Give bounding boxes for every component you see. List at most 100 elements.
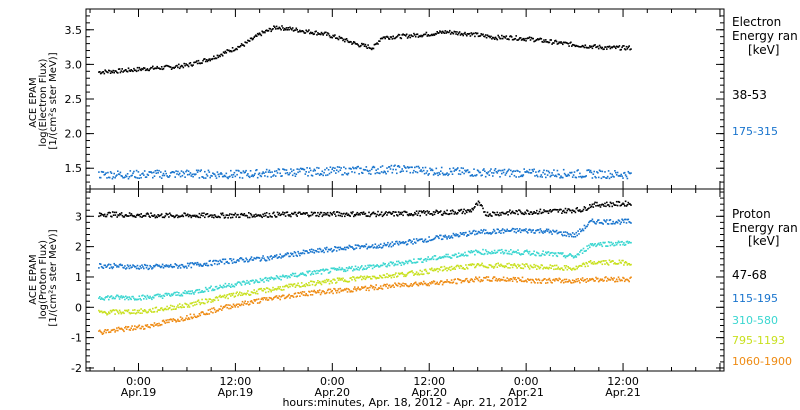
data-point [510, 35, 512, 37]
data-point [537, 38, 540, 41]
data-point [152, 297, 155, 299]
data-point [442, 212, 445, 215]
data-point [345, 267, 348, 269]
data-point [127, 215, 129, 217]
data-point [626, 177, 629, 180]
data-point [388, 166, 391, 168]
data-point [384, 263, 386, 265]
data-point [419, 238, 421, 241]
data-point [455, 169, 457, 171]
data-point [325, 281, 327, 284]
data-point [296, 284, 298, 287]
data-point [450, 279, 453, 281]
data-point [223, 52, 226, 54]
data-point [492, 228, 495, 231]
data-point [361, 245, 363, 247]
data-point [569, 209, 571, 212]
data-point [154, 264, 157, 267]
data-point [543, 230, 545, 232]
data-point [105, 296, 107, 298]
data-point [233, 304, 236, 307]
data-point [252, 302, 255, 304]
data-point [521, 175, 524, 178]
data-point [353, 288, 355, 290]
data-point [154, 216, 157, 219]
data-point [356, 166, 359, 168]
data-point [578, 233, 580, 235]
data-point [499, 212, 501, 214]
data-point [111, 267, 114, 270]
data-point [246, 41, 248, 44]
data-point [429, 239, 431, 242]
data-point [375, 169, 377, 171]
data-point [344, 213, 347, 215]
data-point [491, 232, 493, 234]
data-point [323, 171, 325, 174]
data-point [509, 209, 511, 211]
data-point [156, 264, 158, 266]
data-point [343, 166, 345, 168]
data-point [362, 277, 365, 280]
data-point [292, 255, 295, 257]
data-point [145, 266, 148, 269]
data-point [320, 291, 323, 294]
data-point [198, 62, 201, 64]
data-point [328, 282, 331, 285]
data-point [394, 243, 396, 245]
data-point [457, 264, 459, 267]
data-point [503, 266, 506, 269]
data-point [434, 269, 437, 272]
data-point [145, 325, 148, 327]
data-point [527, 171, 529, 173]
data-point [319, 33, 322, 36]
data-point [431, 168, 433, 171]
data-point [519, 175, 522, 178]
data-point [519, 37, 522, 39]
data-point [562, 268, 564, 271]
data-point [252, 292, 255, 294]
data-point [108, 298, 110, 301]
data-point [571, 267, 574, 270]
data-point [125, 328, 128, 330]
data-point [545, 41, 548, 43]
data-point [523, 280, 525, 283]
data-point [266, 277, 269, 280]
data-point [227, 177, 229, 180]
data-point [98, 215, 100, 218]
data-point [344, 215, 346, 218]
data-point [258, 257, 261, 259]
data-point [392, 211, 394, 213]
data-point [256, 35, 258, 37]
data-point [275, 25, 278, 28]
data-point [528, 268, 531, 270]
data-point [207, 300, 210, 303]
data-point [259, 214, 262, 216]
data-point [177, 294, 179, 296]
data-point [143, 298, 145, 300]
data-point [252, 279, 255, 282]
data-point [143, 214, 146, 217]
data-point [571, 232, 574, 234]
data-point [553, 42, 555, 44]
data-point [564, 41, 567, 44]
data-point [119, 213, 121, 215]
data-point [153, 214, 156, 216]
data-point [419, 269, 421, 272]
data-point [290, 273, 292, 276]
data-point [440, 256, 443, 259]
data-point [298, 292, 300, 294]
data-point [589, 45, 591, 47]
data-point [519, 279, 521, 282]
data-point [199, 291, 202, 294]
data-point [245, 257, 247, 260]
data-point [608, 45, 611, 48]
data-point [319, 211, 322, 214]
data-point [348, 167, 351, 170]
data-point [368, 289, 370, 292]
data-point [289, 26, 291, 29]
data-point [283, 275, 285, 278]
data-point [522, 280, 525, 283]
data-point [150, 171, 152, 173]
data-point [362, 286, 365, 289]
data-point [476, 251, 479, 254]
